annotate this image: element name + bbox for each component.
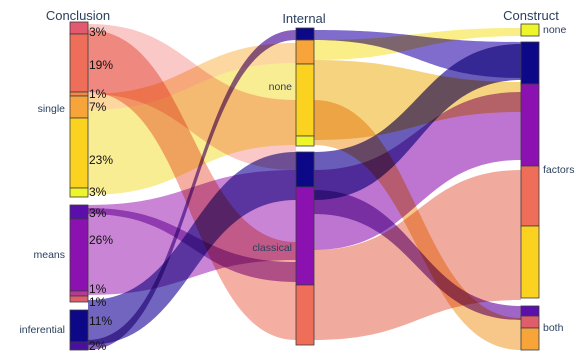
category-label-single[interactable]: single (38, 103, 66, 115)
category-bar-segment[interactable] (69, 33, 89, 93)
category-label-internal-classical[interactable]: classical (252, 242, 292, 254)
category-label-inferential[interactable]: inferential (19, 324, 65, 336)
category-label-construct-factors[interactable]: factors (543, 164, 575, 176)
flow-band[interactable] (88, 152, 296, 345)
category-bar-segment[interactable] (520, 165, 540, 227)
percent-label: 7% (89, 100, 107, 114)
percent-label: 23% (89, 153, 113, 167)
percent-label: 3% (89, 206, 107, 220)
category-bar-segment[interactable] (520, 315, 540, 329)
category-bar-segment[interactable] (520, 305, 540, 317)
percent-label: 2% (89, 339, 107, 353)
flow-band[interactable] (88, 30, 296, 350)
category-bar-segment[interactable] (69, 21, 89, 35)
category-label-internal-none[interactable]: none (269, 81, 293, 93)
category-bar-segment[interactable] (69, 218, 89, 292)
flow-band[interactable] (314, 190, 521, 320)
dimension-title-internal: Internal (282, 11, 325, 26)
percent-label: 3% (89, 25, 107, 39)
category-bar-segment[interactable] (69, 290, 89, 297)
percent-label: 26% (89, 233, 113, 247)
category-bars (69, 21, 540, 351)
flow-band[interactable] (314, 28, 521, 60)
flow-bands (88, 24, 521, 350)
category-bar-segment[interactable] (69, 117, 89, 189)
dimension-title-conclusion: Conclusion (46, 8, 110, 23)
category-bar-segment[interactable] (520, 327, 540, 351)
category-bar-segment[interactable] (295, 151, 315, 188)
flow-band[interactable] (88, 63, 296, 195)
category-bar-segment[interactable] (69, 295, 89, 303)
dimension-title-construct: Construct (503, 8, 559, 23)
category-bar-segment[interactable] (69, 187, 89, 198)
flow-band[interactable] (314, 44, 521, 200)
category-bar-segment[interactable] (520, 83, 540, 167)
category-bar-segment[interactable] (520, 23, 540, 37)
category-bar-segment[interactable] (69, 95, 89, 119)
category-bar-segment[interactable] (69, 309, 89, 343)
category-bar-segment[interactable] (295, 284, 315, 346)
category-bar-segment[interactable] (295, 135, 315, 147)
category-label-means[interactable]: means (33, 249, 65, 261)
percent-label: 19% (89, 58, 113, 72)
category-bar-segment[interactable] (69, 204, 89, 220)
category-bar-segment[interactable] (520, 41, 540, 85)
category-bar-segment[interactable] (295, 39, 315, 65)
percent-label: 1% (89, 295, 107, 309)
category-label-construct-both[interactable]: both (543, 322, 564, 334)
percent-label: 3% (89, 185, 107, 199)
category-bar-segment[interactable] (295, 27, 315, 41)
category-bar-segment[interactable] (295, 186, 315, 286)
percent-label: 11% (89, 314, 112, 328)
category-label-construct-none[interactable]: none (543, 24, 567, 36)
category-bar-segment[interactable] (69, 341, 89, 351)
category-bar-segment[interactable] (69, 91, 89, 97)
percent-label: 1% (89, 282, 107, 296)
category-bar-segment[interactable] (295, 63, 315, 137)
category-bar-segment[interactable] (520, 225, 540, 299)
percent-label: 1% (89, 87, 107, 101)
